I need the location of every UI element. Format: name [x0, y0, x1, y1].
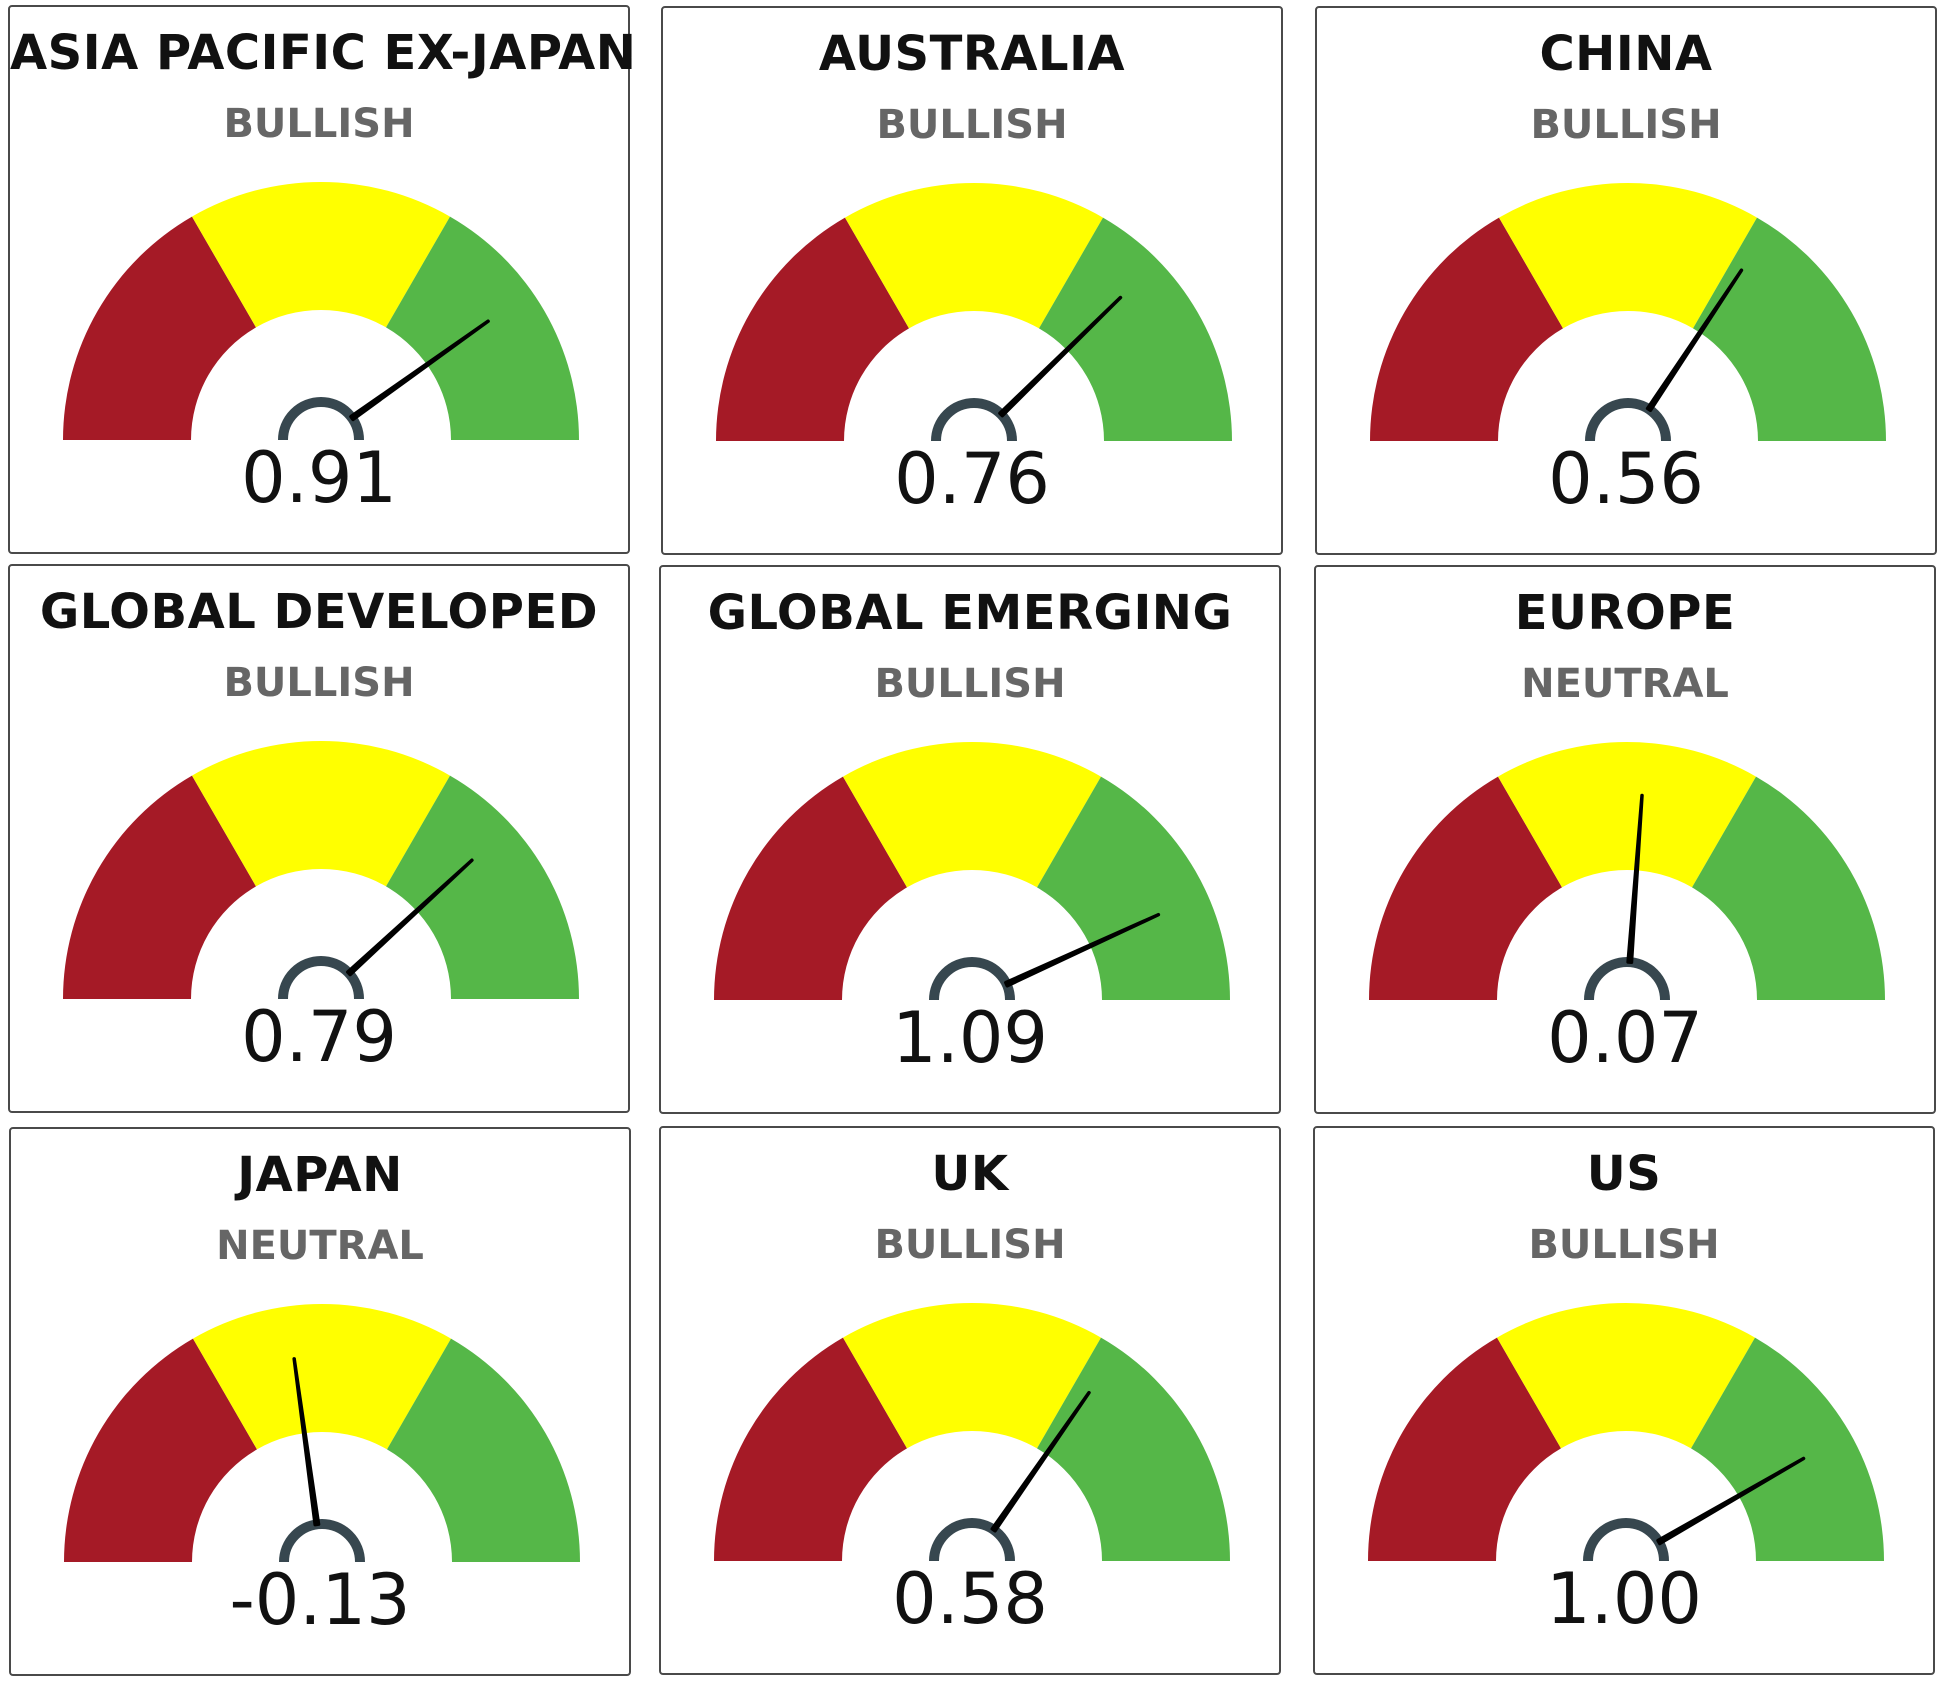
- gauge-band-3: [386, 216, 579, 440]
- gauge-title: JAPAN: [237, 1147, 403, 1203]
- gauge-hub: [278, 397, 364, 441]
- gauge-band-2: [845, 183, 1103, 329]
- gauge-band-2: [192, 741, 450, 887]
- gauge-card-australia: AUSTRALIA BULLISH 0.76: [661, 6, 1283, 555]
- gauge-band-3: [1039, 217, 1232, 441]
- gauge-title: EUROPE: [1514, 585, 1736, 641]
- gauge-band-1: [63, 775, 256, 999]
- gauge-title: GLOBAL DEVELOPED: [39, 584, 599, 640]
- gauge-value: 1.09: [892, 997, 1048, 1079]
- gauge-band-1: [1368, 1337, 1561, 1561]
- gauge-status: NEUTRAL: [1521, 661, 1729, 707]
- gauge-band-3: [387, 1338, 580, 1562]
- gauge-card-global-emerging: GLOBAL EMERGING BULLISH 1.09: [659, 565, 1281, 1114]
- gauge-band-3: [386, 775, 579, 999]
- gauge-dial: [714, 1303, 1230, 1562]
- gauge-value: 0.58: [892, 1558, 1048, 1640]
- gauge-title: CHINA: [1539, 26, 1713, 82]
- gauge-dial: [714, 742, 1230, 1001]
- gauge-status: BULLISH: [223, 101, 415, 147]
- gauge-status: BULLISH: [1530, 102, 1722, 148]
- gauge-band-1: [716, 217, 909, 441]
- gauge-band-2: [843, 1303, 1101, 1449]
- gauge-hub: [931, 398, 1017, 442]
- gauge-card-asia-pacific-ex-japan: ASIA PACIFIC EX-JAPAN BULLISH 0.91: [8, 5, 637, 554]
- gauge-card-europe: EUROPE NEUTRAL 0.07: [1314, 565, 1936, 1114]
- gauge-hub: [1583, 1518, 1669, 1562]
- gauge-hub: [278, 956, 364, 1000]
- gauge-needle: [292, 1357, 321, 1527]
- gauge-needle: [998, 295, 1123, 418]
- gauge-needle: [1626, 793, 1644, 965]
- gauge-status: BULLISH: [1528, 1222, 1720, 1268]
- gauge-dial: [1368, 1303, 1884, 1562]
- gauge-band-2: [1498, 742, 1756, 888]
- gauge-band-1: [63, 216, 256, 440]
- gauge-band-1: [714, 776, 907, 1000]
- gauge-card-us: US BULLISH 1.00: [1313, 1126, 1935, 1675]
- gauge-status: BULLISH: [876, 102, 1068, 148]
- gauge-status: BULLISH: [874, 1222, 1066, 1268]
- gauge-value: 0.79: [241, 996, 397, 1078]
- gauge-band-1: [1369, 776, 1562, 1000]
- gauge-band-1: [1370, 217, 1563, 441]
- gauge-card-global-developed: GLOBAL DEVELOPED BULLISH 0.79: [8, 564, 630, 1113]
- gauge-band-2: [1497, 1303, 1755, 1449]
- gauge-band-1: [64, 1338, 257, 1562]
- gauge-band-3: [1691, 1337, 1884, 1561]
- gauge-title: AUSTRALIA: [818, 26, 1126, 82]
- gauge-status: BULLISH: [874, 661, 1066, 707]
- gauge-band-3: [1037, 1337, 1230, 1561]
- gauge-dial: [716, 183, 1232, 442]
- gauge-title: US: [1586, 1146, 1662, 1202]
- gauge-dial: [64, 1304, 580, 1563]
- gauge-needle: [990, 1390, 1091, 1533]
- gauge-hub: [1584, 957, 1670, 1001]
- gauge-band-1: [714, 1337, 907, 1561]
- gauge-dial: [1369, 742, 1885, 1001]
- gauge-hub: [279, 1519, 365, 1563]
- gauge-title: ASIA PACIFIC EX-JAPAN: [10, 25, 637, 81]
- gauge-band-2: [1499, 183, 1757, 329]
- gauge-value: 0.07: [1547, 997, 1703, 1079]
- gauge-card-japan: JAPAN NEUTRAL -0.13: [9, 1127, 631, 1676]
- gauge-card-uk: UK BULLISH 0.58: [659, 1126, 1281, 1675]
- gauge-hub: [1585, 398, 1671, 442]
- gauge-needle: [1004, 912, 1161, 988]
- gauge-hub: [929, 957, 1015, 1001]
- gauge-value: 0.56: [1548, 438, 1704, 520]
- gauge-band-3: [1692, 776, 1885, 1000]
- gauge-status: BULLISH: [223, 660, 415, 706]
- gauge-title: UK: [931, 1146, 1009, 1202]
- gauge-needle: [349, 319, 490, 422]
- gauge-title: GLOBAL EMERGING: [707, 585, 1233, 641]
- gauge-needle: [346, 858, 474, 977]
- gauge-band-2: [192, 182, 450, 328]
- gauge-band-3: [1037, 776, 1230, 1000]
- gauge-status: NEUTRAL: [216, 1223, 424, 1269]
- gauge-needle: [1656, 1456, 1806, 1546]
- gauge-value: 1.00: [1546, 1558, 1702, 1640]
- gauge-dial: [1370, 183, 1886, 442]
- gauge-dial: [63, 182, 579, 441]
- gauge-card-china: CHINA BULLISH 0.56: [1315, 6, 1937, 555]
- gauge-needle: [1645, 268, 1744, 413]
- gauge-value: 0.76: [894, 438, 1050, 520]
- gauge-dial: [63, 741, 579, 1000]
- gauge-hub: [929, 1518, 1015, 1562]
- gauge-band-2: [193, 1304, 451, 1450]
- gauge-value: -0.13: [229, 1559, 411, 1641]
- gauge-value: 0.91: [241, 437, 397, 519]
- gauge-band-2: [843, 742, 1101, 888]
